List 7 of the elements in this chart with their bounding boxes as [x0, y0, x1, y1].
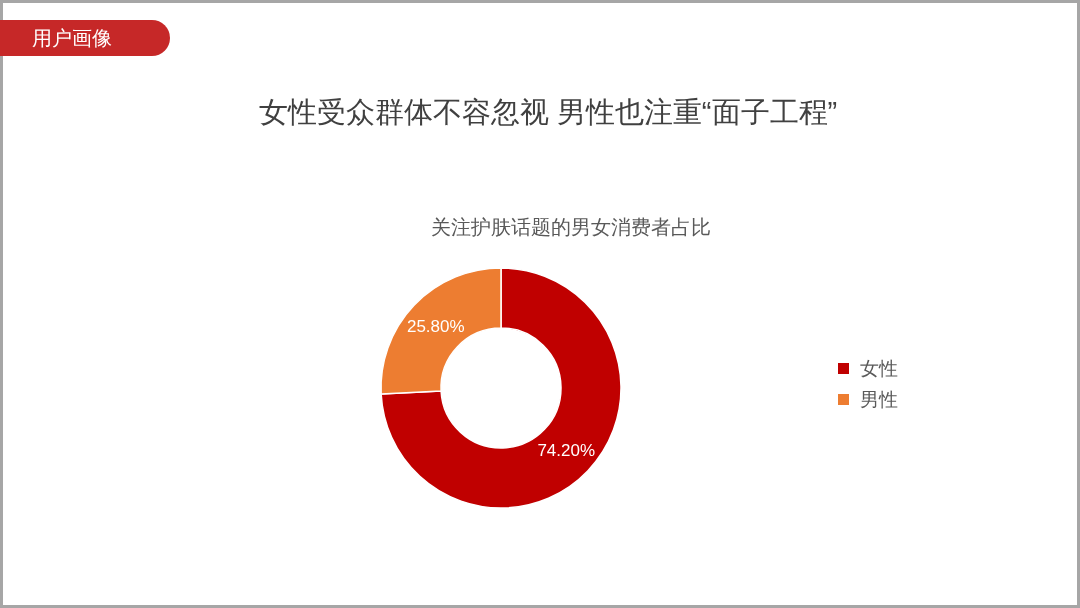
- legend-label: 男性: [860, 389, 898, 410]
- annotation: 用户画像: [0, 20, 170, 56]
- chart-title: 女性受众群体不容忽视 男性也注重“面子工程”: [258, 96, 838, 128]
- data-label: 25.80%: [406, 316, 465, 336]
- chart-subtitle: 关注护肤话题的男女消费者占比: [431, 216, 711, 238]
- legend-label: 女性: [860, 358, 898, 379]
- data-label: 74.20%: [537, 441, 596, 461]
